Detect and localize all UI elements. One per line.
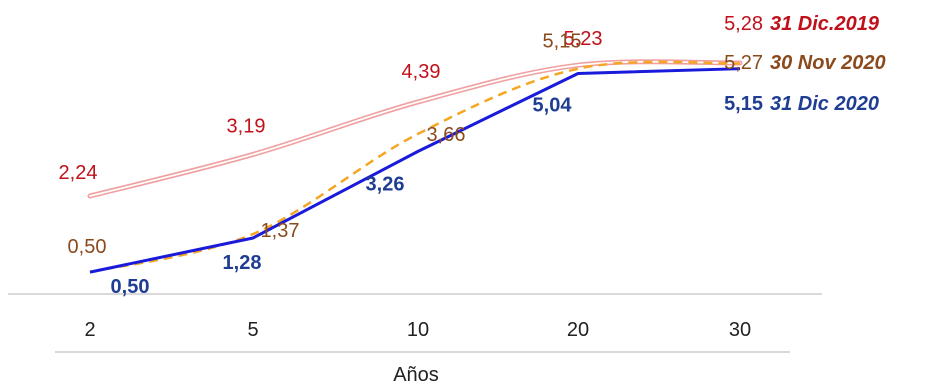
legend: 5,28 31 Dic.2019 5,27 30 Nov 2020 5,15 31 Dic… [724, 13, 886, 115]
x-tick-label: 30 [729, 319, 751, 341]
x-tick-labels: 2 5 10 20 30 [84, 319, 751, 341]
data-label-2019: 3,19 [227, 115, 266, 137]
x-tick-label: 20 [567, 319, 589, 341]
legend-value-2019: 5,28 [724, 13, 763, 35]
legend-value-dic2020: 5,15 [724, 93, 763, 115]
legend-value-nov2020: 5,27 [724, 52, 763, 74]
data-label-dic2020: 1,28 [223, 252, 262, 274]
data-label-nov2020: 0,50 [68, 236, 107, 258]
data-label-nov2020: 5,15 [543, 31, 582, 53]
data-label-2019: 4,39 [402, 61, 441, 83]
data-label-2019: 2,24 [59, 162, 98, 184]
data-label-dic2020: 3,26 [366, 173, 405, 195]
x-tick-label: 2 [84, 319, 95, 341]
series-line-dic2020 [89, 67, 741, 274]
data-label-nov2020: 1,37 [261, 220, 300, 242]
series-line-nov2020 [89, 60, 741, 274]
data-label-dic2020: 5,04 [533, 95, 573, 117]
x-axis-title: Años [393, 364, 439, 385]
data-labels: 2,24 3,19 4,39 5,23 0,50 1,37 3,66 5,15 0,50 1,28… [59, 28, 603, 298]
data-label-nov2020: 3,66 [427, 124, 466, 146]
series-lines [87, 59, 743, 274]
data-label-2019: 5,23 [564, 28, 603, 50]
data-label-dic2020: 0,50 [111, 276, 150, 298]
x-tick-label: 10 [407, 319, 429, 341]
x-tick-label: 5 [247, 319, 258, 341]
legend-name-2019: 31 Dic.2019 [770, 13, 880, 35]
legend-name-nov2020: 30 Nov 2020 [770, 52, 886, 74]
legend-name-dic2020: 31 Dic 2020 [770, 93, 879, 115]
